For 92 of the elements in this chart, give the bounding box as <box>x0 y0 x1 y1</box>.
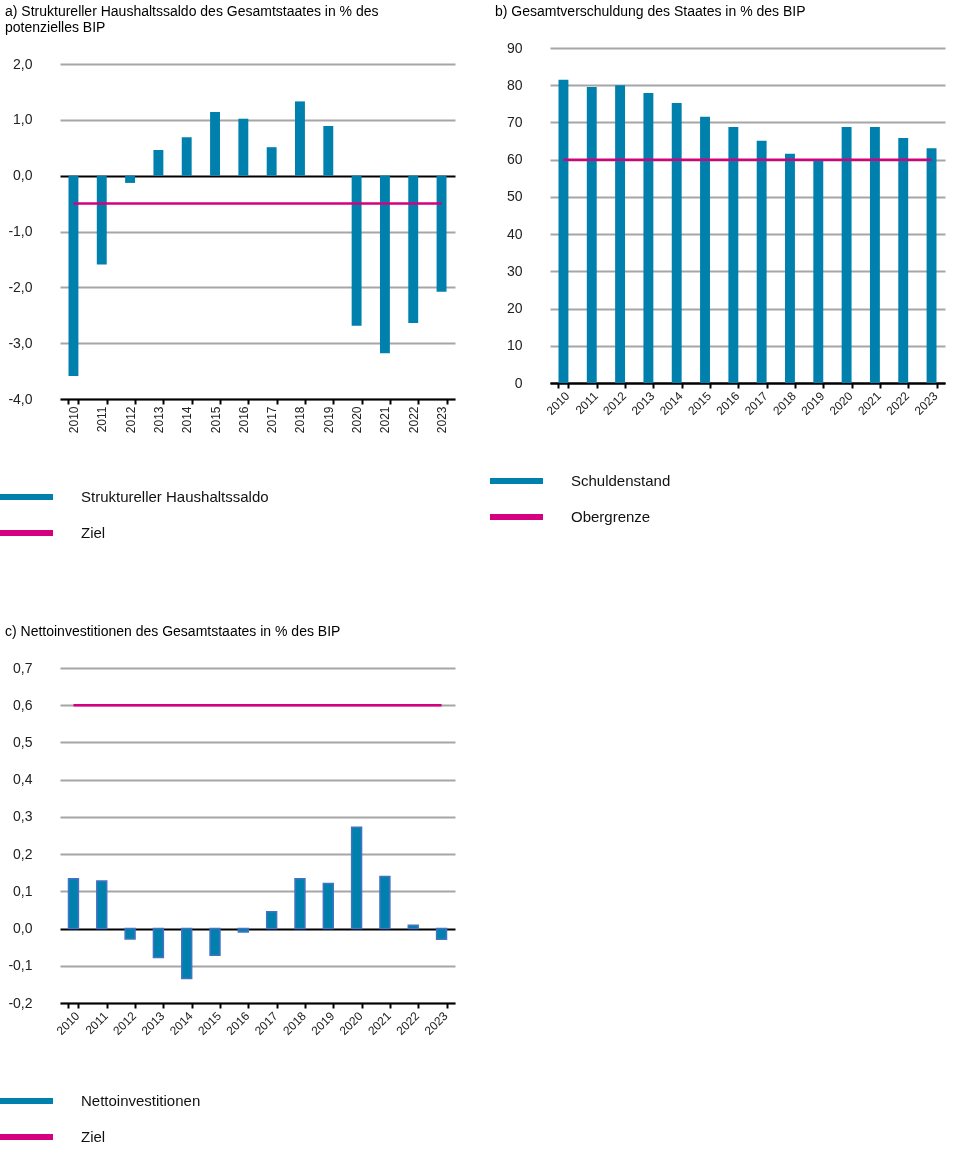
bar <box>351 175 362 326</box>
y-tick-label: 0,1 <box>13 882 33 899</box>
bar <box>813 160 824 383</box>
x-tick-label: 2023 <box>435 406 450 434</box>
y-tick-label: -0,1 <box>8 957 33 974</box>
y-tick-label: 0,5 <box>13 733 33 750</box>
bar <box>926 148 937 383</box>
chart-title: a) Struktureller Haushaltssaldo des Gesamtstaates in % des potenzielles BIP <box>5 3 379 35</box>
bar <box>96 175 107 265</box>
bar <box>67 877 80 930</box>
y-tick-label: 30 <box>506 262 523 279</box>
bar <box>181 137 192 176</box>
bar <box>898 138 909 383</box>
x-tick-label: 2010 <box>66 406 81 434</box>
y-tick-label: -1,0 <box>8 223 33 239</box>
y-tick-label: 50 <box>506 188 523 205</box>
y-tick-label: 2,0 <box>13 55 33 72</box>
x-tick-label: 2019 <box>321 406 336 434</box>
bar <box>265 911 278 930</box>
bar <box>379 175 390 354</box>
x-tick-label: 2011 <box>95 406 110 433</box>
y-tick-label: 0,0 <box>13 920 33 937</box>
bar <box>379 875 391 930</box>
bar <box>436 175 447 292</box>
y-tick-label: 0,3 <box>13 808 33 825</box>
bar <box>869 126 880 383</box>
y-tick-label: 90 <box>506 39 523 56</box>
x-tick-label: 2020 <box>350 406 365 434</box>
bar <box>756 140 767 383</box>
y-tick-label: 0,7 <box>13 659 33 676</box>
legend-label: Ziel <box>81 1128 106 1145</box>
bar <box>237 927 250 933</box>
bar <box>294 877 306 930</box>
bar <box>295 101 305 176</box>
bar <box>68 175 79 377</box>
bar <box>407 924 419 930</box>
x-tick-label: 2022 <box>406 406 421 434</box>
y-tick-label: -2,0 <box>8 278 33 295</box>
bar <box>210 112 220 176</box>
x-tick-label: 2013 <box>151 406 166 434</box>
legend-label: Ziel <box>81 524 106 541</box>
legend-label: Nettoinvestitionen <box>81 1092 201 1109</box>
bar <box>841 126 852 383</box>
y-tick-label: 0,4 <box>13 771 33 788</box>
y-tick-label: 70 <box>506 113 523 130</box>
x-tick-label: 2016 <box>236 406 251 434</box>
bar <box>124 927 136 940</box>
bar <box>323 125 334 176</box>
legend-label: Struktureller Haushaltssaldo <box>81 488 269 505</box>
chart-title: c) Nettoinvestitionen des Gesamtstaates in % des BIP <box>5 623 341 639</box>
legend-label: Obergrenze <box>571 508 651 525</box>
bar <box>322 882 334 930</box>
bar <box>643 93 654 383</box>
bar <box>615 85 626 383</box>
y-tick-label: 0,2 <box>13 845 33 862</box>
x-tick-label: 2014 <box>180 406 195 434</box>
y-tick-label: 1,0 <box>13 111 33 128</box>
bar <box>209 927 221 957</box>
bar <box>238 118 249 176</box>
y-tick-label: 0 <box>514 374 523 391</box>
bar <box>96 880 108 930</box>
bar <box>785 153 795 383</box>
bar <box>153 149 164 176</box>
y-tick-label: 40 <box>506 225 523 242</box>
bar <box>125 175 136 183</box>
bar <box>700 116 710 383</box>
y-tick-label: 0,0 <box>13 167 33 184</box>
y-tick-label: 80 <box>506 76 523 93</box>
y-tick-label: 20 <box>506 300 523 317</box>
bar <box>586 87 597 383</box>
bar <box>350 826 363 930</box>
y-tick-label: 60 <box>506 151 523 168</box>
bar <box>728 126 739 383</box>
bar <box>266 147 277 176</box>
bar <box>435 927 448 941</box>
bar <box>558 79 569 383</box>
x-tick-label: 2012 <box>123 406 138 434</box>
bar <box>152 927 165 959</box>
bar <box>408 175 419 324</box>
x-tick-label: 2021 <box>378 406 393 434</box>
y-tick-label: -4,0 <box>8 390 33 407</box>
x-tick-label: 2015 <box>208 406 223 434</box>
y-tick-label: -3,0 <box>8 334 33 351</box>
chart-title: b) Gesamtverschuldung des Staates in % des BIP <box>495 3 806 19</box>
y-tick-label: -0,2 <box>8 994 33 1011</box>
x-tick-label: 2018 <box>293 406 308 434</box>
bar <box>671 103 682 383</box>
legend-label: Schuldenstand <box>571 472 671 489</box>
y-tick-label: 10 <box>506 337 523 354</box>
x-tick-label: 2017 <box>265 406 280 434</box>
y-tick-label: 0,6 <box>13 696 33 713</box>
bar <box>181 927 193 980</box>
